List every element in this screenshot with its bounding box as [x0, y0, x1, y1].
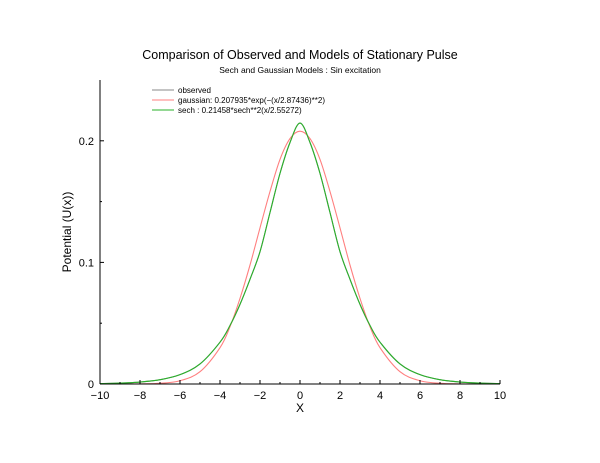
x-tick-label: 0	[297, 390, 303, 402]
x-tick-label: 2	[337, 390, 343, 402]
x-tick-label: −10	[91, 390, 110, 402]
y-tick-label: 0.1	[79, 257, 94, 269]
x-tick-label: 4	[377, 390, 383, 402]
y-axis-label: Potential (U(x))	[60, 192, 74, 273]
x-tick-label: 8	[457, 390, 463, 402]
x-tick-label: −2	[254, 390, 267, 402]
x-tick-label: −4	[214, 390, 227, 402]
legend-label: observed	[178, 86, 211, 95]
chart-subtitle: Sech and Gaussian Models : Sin excitatio…	[219, 65, 381, 75]
y-tick-label: 0.2	[79, 136, 94, 148]
y-axis-ticks: 0 0.1 0.2	[79, 136, 104, 391]
x-tick-label: 6	[417, 390, 423, 402]
x-axis-label: X	[296, 401, 304, 415]
x-tick-label: 10	[494, 390, 506, 402]
x-axis-ticks: −10 −8 −6 −4 −2 0 2 4 6 8 10	[91, 380, 506, 402]
legend-label: gaussian: 0.207935*exp(−(x/2.87436)**2)	[178, 96, 325, 105]
y-tick-label: 0	[88, 379, 94, 391]
series-line-1	[99, 130, 501, 385]
chart-title: Comparison of Observed and Models of Sta…	[142, 48, 457, 62]
series-line-2	[99, 122, 501, 385]
legend-label: sech : 0.21458*sech**2(x/2.55272)	[178, 106, 302, 115]
x-tick-label: −6	[174, 390, 187, 402]
plot-area	[99, 122, 501, 385]
series-line-0	[99, 122, 501, 385]
x-tick-label: −8	[134, 390, 147, 402]
